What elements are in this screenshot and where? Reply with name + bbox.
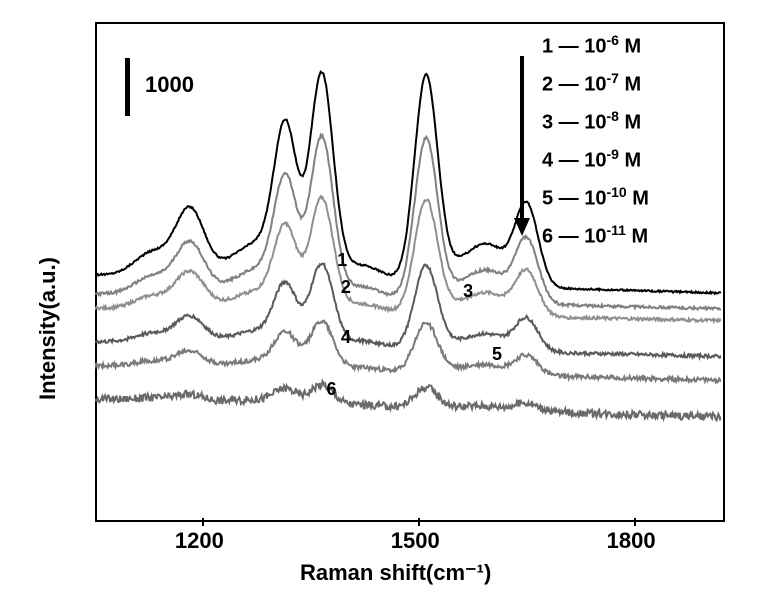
x-tick-label: 1200 xyxy=(175,528,224,554)
legend-item: 6 — 10-11 M xyxy=(542,222,648,249)
raman-chart: Intensity(a.u.) Raman shift(cm⁻¹) 1000 1… xyxy=(0,0,762,592)
legend-item: 5 — 10-10 M xyxy=(542,184,649,211)
series-label: 3 xyxy=(463,281,473,302)
legend-item: 4 — 10-9 M xyxy=(542,146,641,173)
x-tick-label: 1500 xyxy=(391,528,440,554)
series-label: 1 xyxy=(337,250,347,271)
legend-item: 1 — 10-6 M xyxy=(542,32,641,59)
x-tick xyxy=(634,518,636,526)
spectrum-series xyxy=(95,72,721,294)
spectrum-series xyxy=(95,381,721,420)
spectrum-series xyxy=(95,321,721,383)
legend-item: 3 — 10-8 M xyxy=(542,108,641,135)
series-label: 5 xyxy=(492,344,502,365)
series-label: 4 xyxy=(341,327,351,348)
legend-item: 2 — 10-7 M xyxy=(542,70,641,97)
series-label: 2 xyxy=(341,277,351,298)
spectrum-svg xyxy=(0,0,762,592)
x-tick-label: 1800 xyxy=(607,528,656,554)
x-tick xyxy=(202,518,204,526)
x-tick xyxy=(418,518,420,526)
series-label: 6 xyxy=(326,379,336,400)
